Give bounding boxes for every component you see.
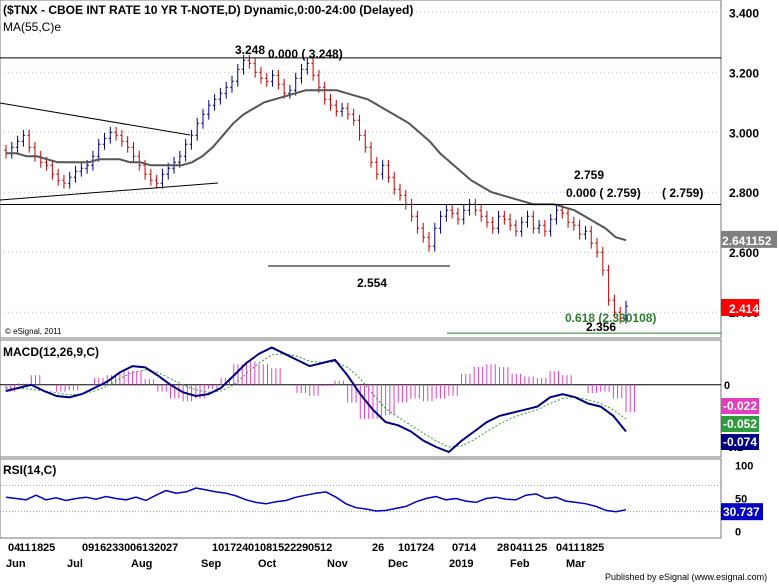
date-tick-label: 10 <box>398 542 410 554</box>
rsi-line <box>5 487 627 513</box>
rsi-label: RSI(14,C) <box>3 463 56 477</box>
date-tick-label: 28 <box>497 542 509 554</box>
rsi-tick-label: 0 <box>735 526 741 538</box>
date-tick-label: 11 <box>19 542 31 554</box>
price-panel-frame <box>0 0 722 339</box>
date-tick-label: 04 <box>8 542 21 554</box>
price-tick-label: 2.800 <box>729 186 759 200</box>
date-tick-label: 10 <box>212 542 224 554</box>
date-tick-label: 05 <box>308 542 320 554</box>
macd-value-text: -0.052 <box>723 417 757 431</box>
proj-high-label: 0.000 ( 3.248) <box>268 47 343 61</box>
macd-value-box <box>721 416 759 432</box>
copyright: © eSignal, 2011 <box>5 327 62 336</box>
month-tick-label: Aug <box>131 558 152 570</box>
month-tick-label: Jul <box>67 558 83 570</box>
macd-tick-label: 0 <box>724 380 730 392</box>
macd-value-box <box>721 434 759 450</box>
macd-value-box <box>721 398 759 414</box>
ma55-line <box>6 89 627 242</box>
macd-value-text: -0.074 <box>723 435 757 449</box>
month-tick-label: Nov <box>327 558 349 570</box>
ma55-value-text: 2.641152 <box>722 234 772 248</box>
date-tick-label: 18 <box>31 542 43 554</box>
macd-line <box>5 346 627 454</box>
rsi-series <box>5 487 627 513</box>
price-tick-label: 3.000 <box>729 126 759 140</box>
month-tick-label: Oct <box>258 558 277 570</box>
date-tick-label: 16 <box>94 542 106 554</box>
ma-label: MA(55,C)e <box>3 20 61 34</box>
date-tick-label: 20 <box>154 542 166 554</box>
last-price-text: 2.414 <box>729 302 759 316</box>
date-tick-label: 25 <box>535 542 547 554</box>
date-tick-label: 17 <box>410 542 422 554</box>
date-tick-label: 15 <box>272 542 284 554</box>
date-tick-label: 04 <box>510 542 523 554</box>
swing-high-label: 3.248 <box>235 43 265 57</box>
date-tick-label: 25 <box>592 542 604 554</box>
macd-value-text: -0.022 <box>723 399 757 413</box>
date-tick-label: 25 <box>43 542 55 554</box>
month-tick-label: Mar <box>566 558 586 570</box>
macd-label: MACD(12,26,9,C) <box>3 345 99 359</box>
month-tick-label: Jun <box>6 558 26 570</box>
macd-signal-line <box>5 353 627 448</box>
month-tick-label: Feb <box>510 558 530 570</box>
rsi-value-text: 30.737 <box>723 505 760 519</box>
ma55-value-box <box>721 230 777 248</box>
price-tick-label: 3.200 <box>729 66 759 80</box>
swing-low-label: 2.554 <box>357 276 387 290</box>
recent-low-label: 2.356 <box>586 320 616 334</box>
last-price-box <box>721 299 759 317</box>
date-tick-label: 11 <box>568 542 580 554</box>
date-tick-label: 07 <box>452 542 464 554</box>
date-tick-label: 26 <box>372 542 384 554</box>
date-tick-label: 14 <box>464 542 477 554</box>
fib-label: 0.618 (2.330108) <box>565 311 656 325</box>
date-tick-label: 24 <box>236 542 249 554</box>
date-tick-label: 09 <box>82 542 94 554</box>
date-tick-label: 24 <box>422 542 435 554</box>
price-tick-label: 2.600 <box>729 246 759 260</box>
date-tick-label: 17 <box>224 542 236 554</box>
date-tick-label: 08 <box>260 542 272 554</box>
month-tick-label: Dec <box>388 558 408 570</box>
date-tick-label: 18 <box>580 542 592 554</box>
rsi-tick-label: 100 <box>735 461 753 473</box>
date-tick-label: 01 <box>248 542 260 554</box>
rsi-panel-frame <box>0 458 722 539</box>
rsi-value-box <box>721 503 763 521</box>
trendline-lower <box>0 182 219 201</box>
chart-title: ($TNX - CBOE INT RATE 10 YR T-NOTE,D) Dy… <box>3 3 413 17</box>
date-tick-label: 11 <box>522 542 534 554</box>
date-tick-label: 06 <box>130 542 142 554</box>
date-tick-label: 04 <box>556 542 569 554</box>
proj-right-label: ( 2.759) <box>662 186 703 200</box>
date-tick-label: 12 <box>320 542 332 554</box>
date-tick-label: 13 <box>142 542 154 554</box>
date-tick-label: 23 <box>106 542 118 554</box>
date-tick-label: 27 <box>166 542 178 554</box>
price-tick-label: 3.400 <box>729 6 759 20</box>
macd-series <box>5 346 635 454</box>
month-tick-label: 2019 <box>449 558 473 570</box>
date-tick-label: 22 <box>284 542 296 554</box>
rsi-tick-label: 50 <box>735 494 747 506</box>
date-tick-label: 30 <box>118 542 130 554</box>
proj-mid-label: 0.000 ( 2.759) <box>566 186 641 200</box>
footer-credit: Published by eSignal (www.esignal.com) <box>605 572 767 582</box>
date-tick-label: 29 <box>296 542 308 554</box>
price-series <box>0 54 721 334</box>
recent-high-label: 2.759 <box>574 168 604 182</box>
axes: 3.4003.2003.0002.8002.6002.4002.6411522.… <box>6 6 777 570</box>
trendline-upper <box>0 102 191 136</box>
month-tick-label: Sep <box>201 558 221 570</box>
